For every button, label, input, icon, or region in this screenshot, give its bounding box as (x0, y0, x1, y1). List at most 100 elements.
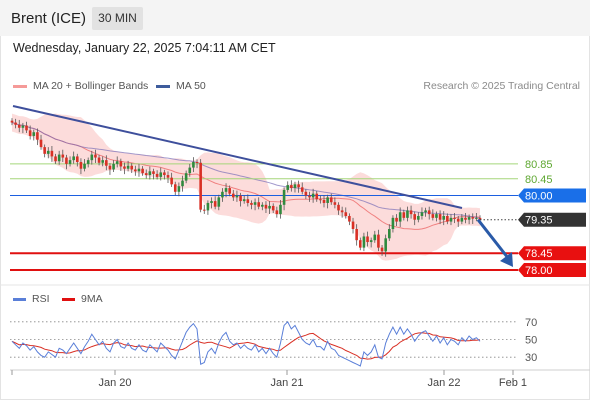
candle-body (438, 214, 442, 220)
candle-body (65, 157, 68, 164)
legend-ma50: MA 50 (156, 80, 206, 92)
candle-body (351, 221, 355, 230)
candle-body (39, 139, 43, 148)
candle-body (126, 165, 130, 169)
candle-body (388, 229, 391, 239)
candle-body (290, 185, 293, 189)
x-tick-label: Feb 1 (499, 377, 527, 389)
candle-body (32, 132, 36, 136)
legend-swatch-ma50 (156, 84, 170, 88)
legend-label-rsi: RSI (32, 293, 50, 305)
support-2-label: 78.00 (525, 265, 553, 277)
candle-body (195, 162, 199, 164)
support-2-tag (518, 262, 586, 277)
candle-body (391, 217, 395, 230)
candle-body (148, 171, 152, 176)
candle-body (188, 167, 192, 174)
candle-body (210, 201, 213, 203)
x-tick-label: Jan 21 (270, 377, 303, 389)
candle-body (108, 165, 112, 170)
candle-body (453, 217, 456, 219)
candle-body (286, 185, 290, 190)
timeframe-badge[interactable]: 30 MIN (92, 7, 143, 30)
candle-body (304, 191, 308, 196)
x-tick-label: Jan 22 (427, 377, 460, 389)
candle-body (333, 202, 337, 205)
candle-body (181, 180, 184, 187)
candle-body (101, 160, 104, 163)
legend-label-rsi-ma: 9MA (81, 293, 103, 305)
support-1-label: 78.45 (525, 248, 553, 260)
candle-body (282, 189, 286, 205)
pivot-label: 80.00 (525, 191, 553, 203)
candle-body (358, 240, 362, 248)
legend-label-ma50: MA 50 (176, 80, 206, 92)
candle-body (239, 195, 242, 202)
candle-body (413, 214, 416, 220)
candle-body (217, 197, 221, 207)
candle-body (173, 184, 177, 192)
ma50-line (11, 122, 481, 219)
candle-body (155, 173, 159, 177)
candle-body (152, 171, 155, 174)
rsi-line (11, 320, 481, 367)
candle-body (134, 169, 137, 172)
support-1-tag (518, 246, 586, 261)
candle-body (141, 168, 144, 174)
candle-body (43, 147, 46, 154)
resistance-label-2: 80.45 (525, 174, 553, 186)
candle-body (326, 197, 329, 203)
candle-body (271, 205, 275, 211)
candle-body (199, 162, 202, 210)
candle-body (340, 210, 344, 213)
candle-body (57, 154, 61, 162)
last-price-label: 79.35 (525, 215, 553, 227)
candle-body (159, 172, 163, 177)
candle-body (202, 209, 206, 211)
legend-swatch-rsi-ma (62, 297, 75, 301)
candle-body (163, 172, 166, 176)
candle-body (319, 199, 322, 201)
x-tick-label: Jan 20 (98, 377, 131, 389)
candle-body (112, 163, 115, 170)
candle-body (315, 193, 319, 200)
candle-body (79, 162, 83, 169)
candle-body (297, 184, 300, 188)
candle-body (261, 204, 264, 207)
resistance-label-1: 80.85 (525, 159, 553, 171)
candle-body (253, 202, 257, 205)
candle-body (442, 215, 446, 220)
candle-body (221, 191, 224, 198)
candle-body (322, 199, 326, 203)
candle-body (206, 202, 210, 211)
candle-body (406, 210, 409, 218)
candle-body (337, 204, 340, 211)
candle-body (348, 215, 351, 222)
candle-body (395, 217, 398, 222)
candle-body (97, 157, 101, 163)
candle-body (192, 162, 195, 168)
candle-body (246, 199, 250, 203)
candle-body (242, 199, 246, 202)
candle-body (402, 212, 406, 218)
candle-body (105, 160, 108, 166)
candle-body (54, 156, 57, 162)
candle-body (257, 202, 260, 207)
candle-body (369, 240, 373, 243)
candle-body (250, 202, 253, 205)
candle-body (119, 161, 123, 167)
candle-body (83, 163, 86, 169)
rsi-tick-label: 50 (525, 335, 537, 347)
candle-body (471, 217, 475, 219)
bollinger-band (12, 113, 480, 261)
candle-body (61, 154, 65, 158)
candle-body (224, 188, 228, 192)
candle-body (76, 156, 79, 163)
candle-body (380, 247, 384, 252)
legend-bollinger: MA 20 + Bollinger Bands (13, 80, 148, 92)
rsi-tick-label: 70 (525, 317, 537, 329)
candle-body (25, 125, 28, 131)
candle-body (14, 122, 17, 125)
instrument-title: Brent (ICE) (11, 10, 87, 27)
rsi-tick-label: 30 (525, 352, 537, 364)
